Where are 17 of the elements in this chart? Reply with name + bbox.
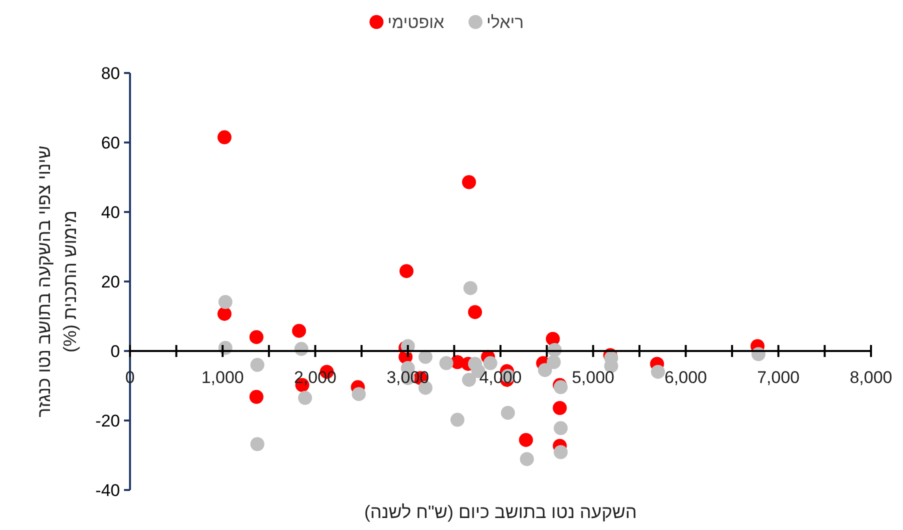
y-tick-label: -20	[95, 411, 120, 430]
y-tick-label: 80	[101, 64, 120, 83]
legend-label: אופטימי	[388, 12, 445, 32]
y-tick-label: 0	[110, 342, 120, 361]
y-tick-label: 40	[101, 202, 120, 222]
x-tick-label: 6,000	[664, 368, 708, 387]
x-axis-title: השקעה נטו בתושב כיום (ש"ח לשנה)	[364, 502, 637, 522]
x-tick-label: 5,000	[572, 368, 614, 387]
legend-label: ריאלי	[486, 12, 524, 32]
x-tick-label: 1,000	[201, 368, 244, 387]
x-tick-label: 4,000	[479, 368, 522, 387]
y-tick-label: 20	[101, 272, 120, 292]
y-tick-label: 60	[101, 133, 120, 152]
y-axis-title: שינוי צפוי בהשקעה בתושב נטו כנגזר מימוש התכנית (%)	[34, 146, 80, 418]
x-tick-label: 7,000	[757, 368, 800, 387]
y-tick-label: -40	[95, 480, 120, 500]
x-tick-label: 8,000	[850, 368, 892, 387]
